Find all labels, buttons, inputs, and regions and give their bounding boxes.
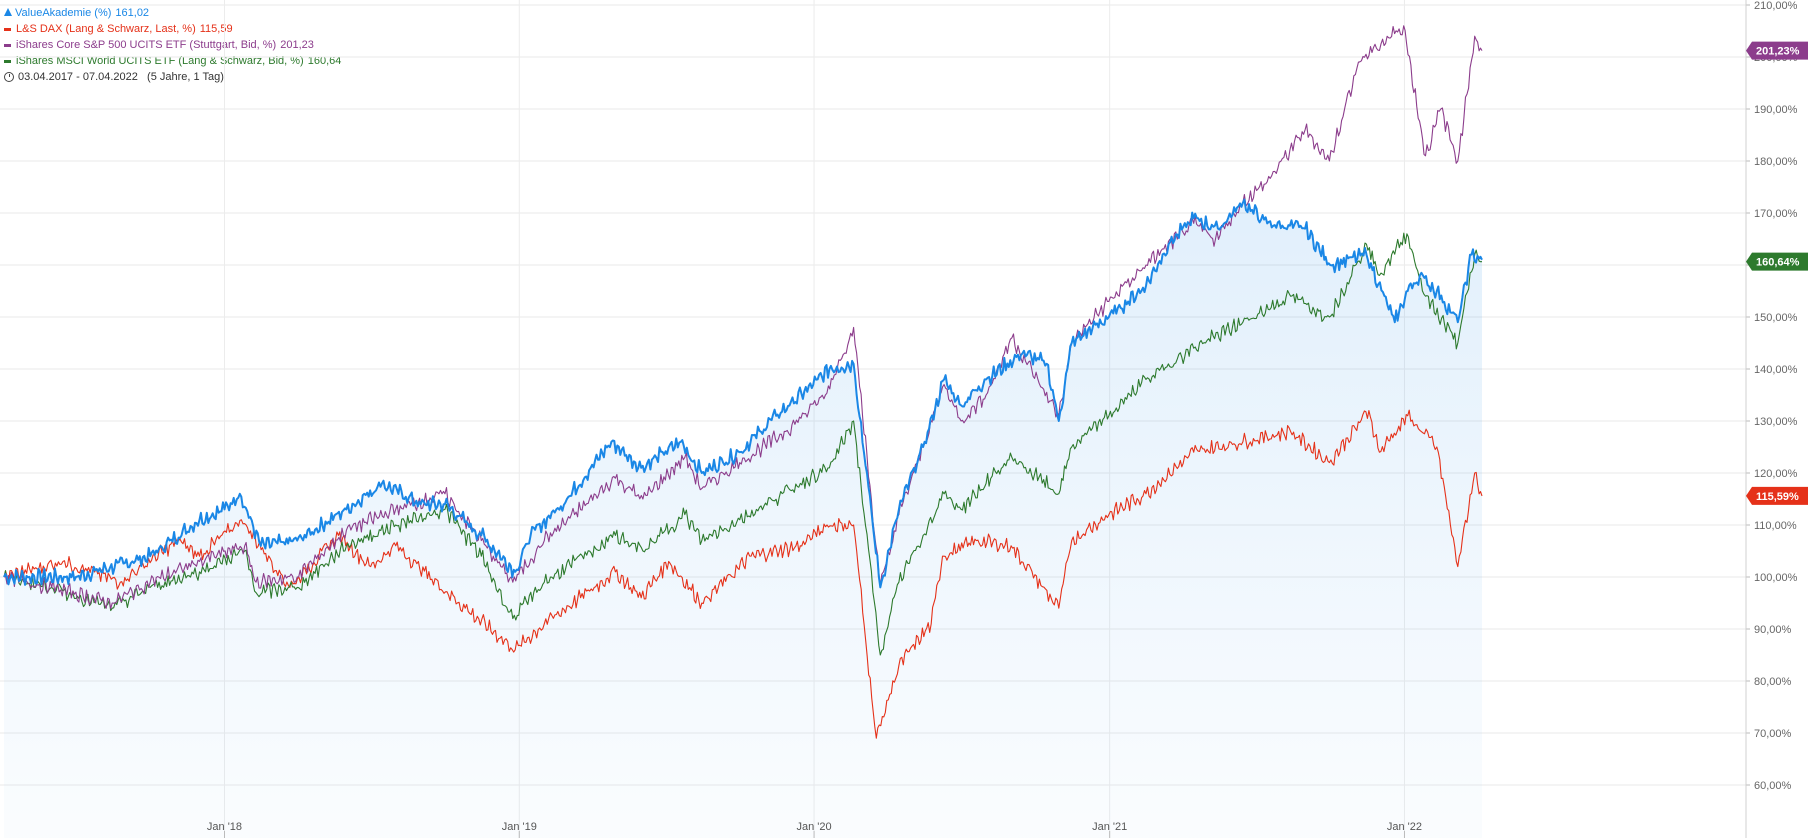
- last-value-text: 115,59%: [1756, 491, 1799, 503]
- y-tick-label: 120,00%: [1754, 468, 1798, 480]
- series-line-valueakademie[interactable]: [3, 198, 1483, 589]
- legend-series-name: iShares Core S&P 500 UCITS ETF (Stuttgar…: [16, 39, 277, 51]
- series-line-dax[interactable]: [3, 409, 1483, 739]
- x-tick-label: Jan '21: [1092, 821, 1127, 833]
- series-line-msci-world[interactable]: [3, 232, 1482, 656]
- line-icon: [4, 43, 11, 47]
- series-line-sp500[interactable]: [3, 25, 1483, 610]
- legend-series-name: iShares MSCI World UCITS ETF (Lang & Sch…: [16, 55, 304, 67]
- series-area-valueakademie: [4, 199, 1482, 838]
- y-tick-label: 140,00%: [1754, 364, 1798, 376]
- legend-series-value: 201,23: [280, 39, 314, 51]
- last-value-label: 115,59%: [1746, 486, 1808, 505]
- legend-item[interactable]: ValueAkademie (%) 161,02: [4, 5, 341, 21]
- y-tick-label: 180,00%: [1754, 156, 1798, 168]
- y-tick-label: 60,00%: [1754, 780, 1792, 792]
- y-tick-label: 110,00%: [1754, 520, 1797, 532]
- chart-legend: ValueAkademie (%) 161,02 L&S DAX (Lang &…: [4, 5, 341, 85]
- y-tick-label: 150,00%: [1754, 312, 1798, 324]
- y-axis: 60,00% 70,00% 80,00% 90,00% 100,00% 110,00% 12…: [1745, 0, 1798, 838]
- last-value-label: 201,23%: [1746, 41, 1808, 60]
- legend-series-name: ValueAkademie (%): [15, 7, 112, 19]
- date-range: 03.04.2017 - 07.04.2022 (5 Jahre, 1 Tag): [4, 69, 341, 85]
- series-layer: [3, 25, 1483, 838]
- y-tick-label: 100,00%: [1754, 572, 1798, 584]
- last-value-badge: [1746, 41, 1808, 60]
- y-tick-label: 210,00%: [1754, 0, 1798, 12]
- y-tick-label: 90,00%: [1754, 624, 1792, 636]
- legend-series-name: L&S DAX (Lang & Schwarz, Last, %): [16, 23, 196, 35]
- line-icon: [4, 27, 11, 31]
- y-tick-label: 190,00%: [1754, 104, 1798, 116]
- y-tick-label: 170,00%: [1754, 208, 1798, 220]
- date-range-text: 03.04.2017 - 07.04.2022 (5 Jahre, 1 Tag): [18, 71, 224, 83]
- y-tick-label: 70,00%: [1754, 728, 1792, 740]
- legend-series-value: 161,02: [115, 7, 150, 19]
- x-axis: Jan '18 Jan '19 Jan '20 Jan '21 Jan '22: [207, 821, 1422, 838]
- last-value-text: 201,23%: [1756, 46, 1800, 58]
- y-tick-label: 80,00%: [1754, 676, 1792, 688]
- last-value-badge: [1746, 486, 1808, 505]
- last-value-badge: [1746, 252, 1808, 271]
- last-value-label: 160,64%: [1746, 252, 1808, 271]
- clock-icon: [4, 72, 14, 82]
- last-value-labels: 115,59% 201,23% 160,64%: [1746, 41, 1808, 505]
- legend-item[interactable]: iShares MSCI World UCITS ETF (Lang & Sch…: [4, 53, 341, 69]
- x-tick-label: Jan '22: [1387, 821, 1422, 833]
- line-icon: [4, 59, 11, 63]
- x-tick-label: Jan '19: [502, 821, 537, 833]
- last-value-text: 160,64%: [1756, 257, 1800, 269]
- legend-series-value: 160,64: [307, 55, 342, 67]
- x-tick-label: Jan '20: [797, 821, 832, 833]
- x-tick-label: Jan '18: [207, 821, 242, 833]
- y-tick-label: 130,00%: [1754, 416, 1798, 428]
- legend-item[interactable]: iShares Core S&P 500 UCITS ETF (Stuttgar…: [4, 37, 341, 53]
- area-icon: [4, 8, 12, 16]
